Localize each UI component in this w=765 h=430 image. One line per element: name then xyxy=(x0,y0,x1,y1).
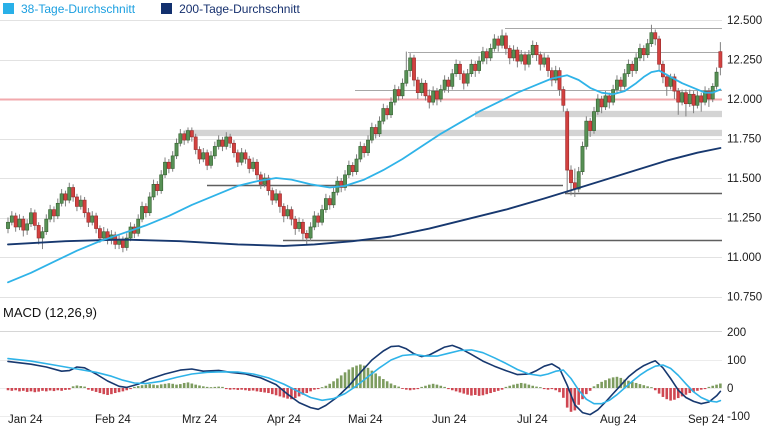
svg-text:11.500: 11.500 xyxy=(727,173,761,185)
svg-text:Jul 24: Jul 24 xyxy=(517,414,548,426)
svg-text:Jun 24: Jun 24 xyxy=(432,414,467,426)
candlestick-series[interactable] xyxy=(6,24,723,253)
macd-signal-lines xyxy=(7,344,722,416)
svg-text:Mrz 24: Mrz 24 xyxy=(182,414,218,426)
svg-text:0: 0 xyxy=(727,383,733,395)
x-axis-month-labels: Jan 24 Feb 24 Mrz 24 Apr 24 Mai 24 Jun 24 Jul … xyxy=(8,414,725,426)
legend-item-ma200[interactable]: 200-Tage-Durchschnitt xyxy=(161,3,300,15)
svg-text:Apr 24: Apr 24 xyxy=(267,414,301,426)
svg-text:Aug 24: Aug 24 xyxy=(600,414,637,426)
price-axis-labels: 12.500 12.250 12.000 11.750 11.500 11.250 11.0… xyxy=(727,15,762,304)
svg-text:Mai 24: Mai 24 xyxy=(348,414,383,426)
ma38-line xyxy=(7,69,722,284)
macd-histogram xyxy=(6,364,722,412)
resistance-bands xyxy=(185,110,722,137)
chart-legend: 38-Tage-Durchschnitt 200-Tage-Durchschni… xyxy=(3,1,300,16)
ma200-legend-label: 200-Tage-Durchschnitt xyxy=(179,1,300,16)
price-gridlines xyxy=(0,20,722,298)
svg-text:12.000: 12.000 xyxy=(727,94,762,106)
svg-text:Jan 24: Jan 24 xyxy=(8,414,43,426)
svg-text:200: 200 xyxy=(727,327,746,339)
ma38-legend-label: 38-Tage-Durchschnitt xyxy=(21,1,136,16)
svg-text:11.750: 11.750 xyxy=(727,134,761,146)
svg-text:-100: -100 xyxy=(727,411,750,423)
svg-text:10.750: 10.750 xyxy=(727,292,762,304)
macd-axis-labels: 200 100 0 -100 xyxy=(727,327,750,423)
legend-item-ma38[interactable]: 38-Tage-Durchschnitt xyxy=(3,3,135,15)
svg-text:Sep 24: Sep 24 xyxy=(688,414,725,426)
svg-text:11.250: 11.250 xyxy=(727,213,761,225)
svg-text:12.500: 12.500 xyxy=(727,15,762,27)
macd-panel-title: MACD (12,26,9) xyxy=(3,305,97,320)
svg-text:12.250: 12.250 xyxy=(727,55,762,67)
ma200-line xyxy=(7,147,722,247)
svg-text:11.000: 11.000 xyxy=(727,252,761,264)
svg-text:100: 100 xyxy=(727,355,746,367)
ma200-legend-swatch-icon xyxy=(161,3,173,14)
ma38-legend-swatch-icon xyxy=(3,3,14,14)
svg-text:Feb 24: Feb 24 xyxy=(95,414,131,426)
